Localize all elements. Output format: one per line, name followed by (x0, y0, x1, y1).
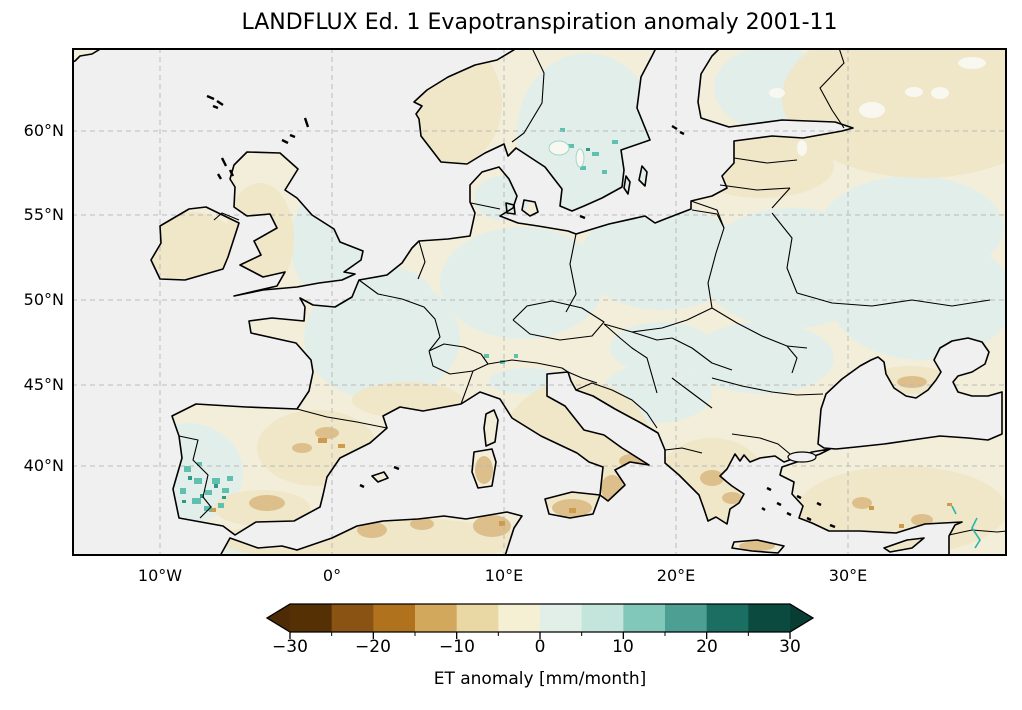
country-borders-layer (178, 48, 1007, 536)
colorbar (265, 603, 815, 639)
lon-tick-10e: 10°E (484, 566, 524, 585)
lat-tick-45n: 45°N (23, 375, 64, 394)
europe-map-canvas (72, 48, 1007, 556)
lon-tick-0: 0° (322, 566, 342, 585)
map-plot-area (72, 48, 1007, 556)
lat-tick-50n: 50°N (23, 290, 64, 309)
colorbar-label: ET anomaly [mm/month] (433, 669, 647, 689)
black-sea (787, 337, 1003, 463)
lakes (548, 57, 986, 168)
anomaly-field-layer (131, 48, 1007, 556)
lon-tick-30e: 30°E (828, 566, 868, 585)
cbar-tick-10: 10 (612, 637, 634, 657)
lon-tick-10w: 10°W (137, 566, 183, 585)
plot-title: LANDFLUX Ed. 1 Evapotranspiration anomal… (241, 10, 838, 35)
cbar-tick--20: −20 (355, 637, 391, 657)
cbar-tick-30: 30 (779, 637, 801, 657)
axes-frame (72, 48, 1007, 556)
cbar-tick--10: −10 (439, 637, 475, 657)
coastline-layer (72, 48, 1007, 556)
lat-tick-60n: 60°N (23, 121, 64, 140)
cbar-tick-20: 20 (696, 637, 718, 657)
river-marks (951, 505, 981, 549)
lat-tick-40n: 40°N (23, 456, 64, 475)
lat-tick-55n: 55°N (23, 205, 64, 224)
lon-tick-20e: 20°E (656, 566, 696, 585)
cbar-tick-0: 0 (534, 637, 546, 657)
cbar-tick--30: −30 (272, 637, 308, 657)
sea-of-marmara (787, 451, 817, 463)
